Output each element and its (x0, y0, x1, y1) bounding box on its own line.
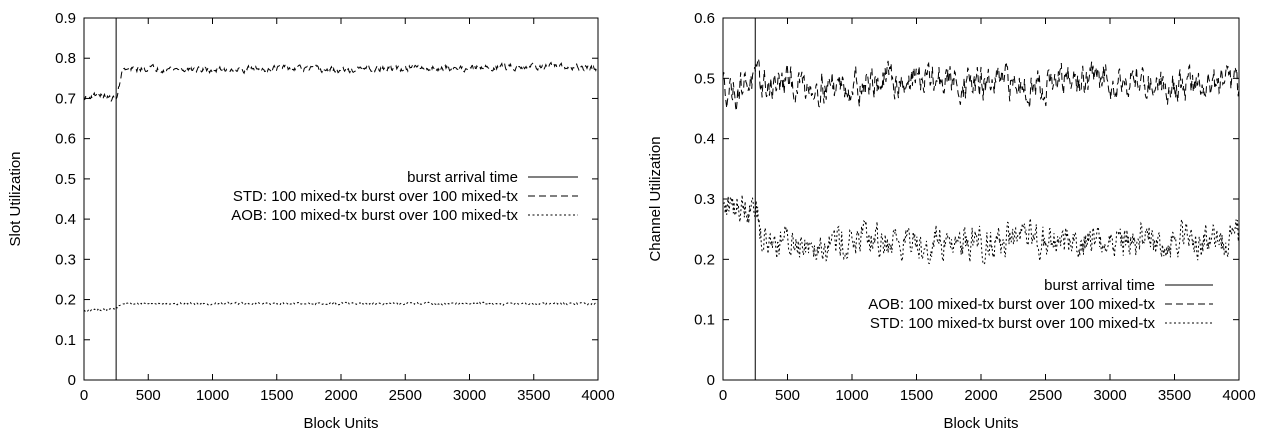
x-tick-label: 3000 (453, 387, 486, 404)
y-tick-label: 0 (707, 372, 715, 389)
y-tick-label: 0.3 (55, 251, 76, 268)
x-tick-label: 3500 (1158, 387, 1191, 404)
y-tick-label: 0.6 (694, 10, 715, 27)
x-tick-label: 3500 (517, 387, 550, 404)
channel-utilization-chart: 0 500 1000 1500 2000 2500 3000 3500 4000 0 0.1 0.2 0… (647, 10, 1256, 432)
x-tick-label: 2000 (324, 387, 357, 404)
series-line (723, 194, 1239, 265)
legend-label: burst arrival time (1044, 277, 1155, 294)
y-tick-label: 0.2 (694, 251, 715, 268)
x-tick-label: 0 (80, 387, 88, 404)
y-tick-label: 0.4 (694, 131, 715, 148)
legend-label: AOB: 100 mixed-tx burst over 100 mixed-t… (868, 296, 1155, 313)
legend-label: STD: 100 mixed-tx burst over 100 mixed-t… (233, 188, 519, 205)
y-tick-label: 0.3 (694, 191, 715, 208)
y-tick-label: 0.6 (55, 131, 76, 148)
x-tick-label: 0 (719, 387, 727, 404)
y-tick-label: 0.1 (694, 312, 715, 329)
legend-label: burst arrival time (407, 169, 518, 186)
x-axis-label: Block Units (303, 415, 378, 432)
y-tick-label: 0.5 (694, 70, 715, 87)
x-tick-label: 500 (136, 387, 161, 404)
y-tick-label: 0 (68, 372, 76, 389)
y-tick-label: 0.7 (55, 90, 76, 107)
y-axis-label: Channel Utilization (647, 136, 664, 261)
legend-label: AOB: 100 mixed-tx burst over 100 mixed-t… (231, 207, 518, 224)
series-line (84, 61, 598, 103)
x-tick-label: 4000 (1222, 387, 1255, 404)
slot-utilization-chart: 0 500 1000 1500 2000 2500 3000 3500 4000 0 0.1 0.2 0… (7, 10, 615, 432)
y-tick-label: 0.2 (55, 292, 76, 309)
y-tick-label: 0.5 (55, 171, 76, 188)
x-tick-label: 500 (775, 387, 800, 404)
legend-label: STD: 100 mixed-tx burst over 100 mixed-t… (870, 315, 1156, 332)
x-tick-label: 1500 (260, 387, 293, 404)
series-line (723, 58, 1239, 112)
y-tick-label: 0.9 (55, 10, 76, 27)
x-tick-label: 1000 (835, 387, 868, 404)
y-tick-label: 0.4 (55, 211, 76, 228)
x-tick-label: 1500 (900, 387, 933, 404)
x-tick-label: 2500 (1029, 387, 1062, 404)
x-tick-label: 2500 (389, 387, 422, 404)
x-tick-label: 1000 (196, 387, 229, 404)
x-tick-label: 4000 (581, 387, 614, 404)
y-tick-label: 0.1 (55, 332, 76, 349)
x-axis-label: Block Units (943, 415, 1018, 432)
x-tick-label: 2000 (964, 387, 997, 404)
series-line (84, 301, 598, 313)
y-tick-label: 0.8 (55, 50, 76, 67)
x-tick-label: 3000 (1093, 387, 1126, 404)
y-axis-label: Slot Utilization (7, 151, 24, 246)
